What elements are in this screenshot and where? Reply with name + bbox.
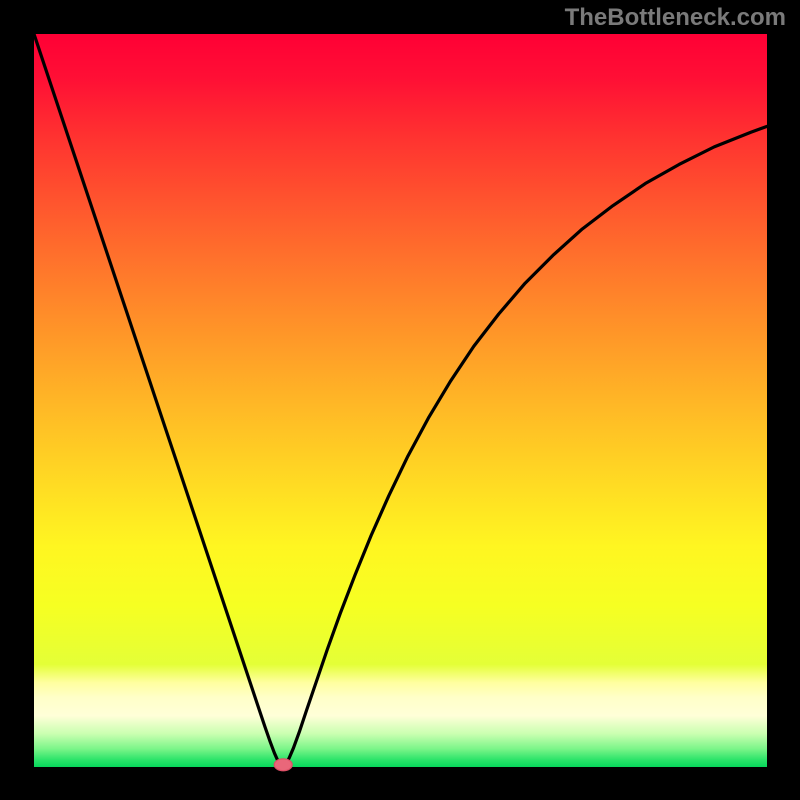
bottleneck-chart-svg bbox=[0, 0, 800, 800]
chart-stage: { "meta": { "source_watermark": "TheBott… bbox=[0, 0, 800, 800]
watermark-label: TheBottleneck.com bbox=[565, 4, 786, 32]
optimal-point-marker bbox=[274, 759, 292, 771]
plot-gradient-background bbox=[34, 34, 767, 767]
